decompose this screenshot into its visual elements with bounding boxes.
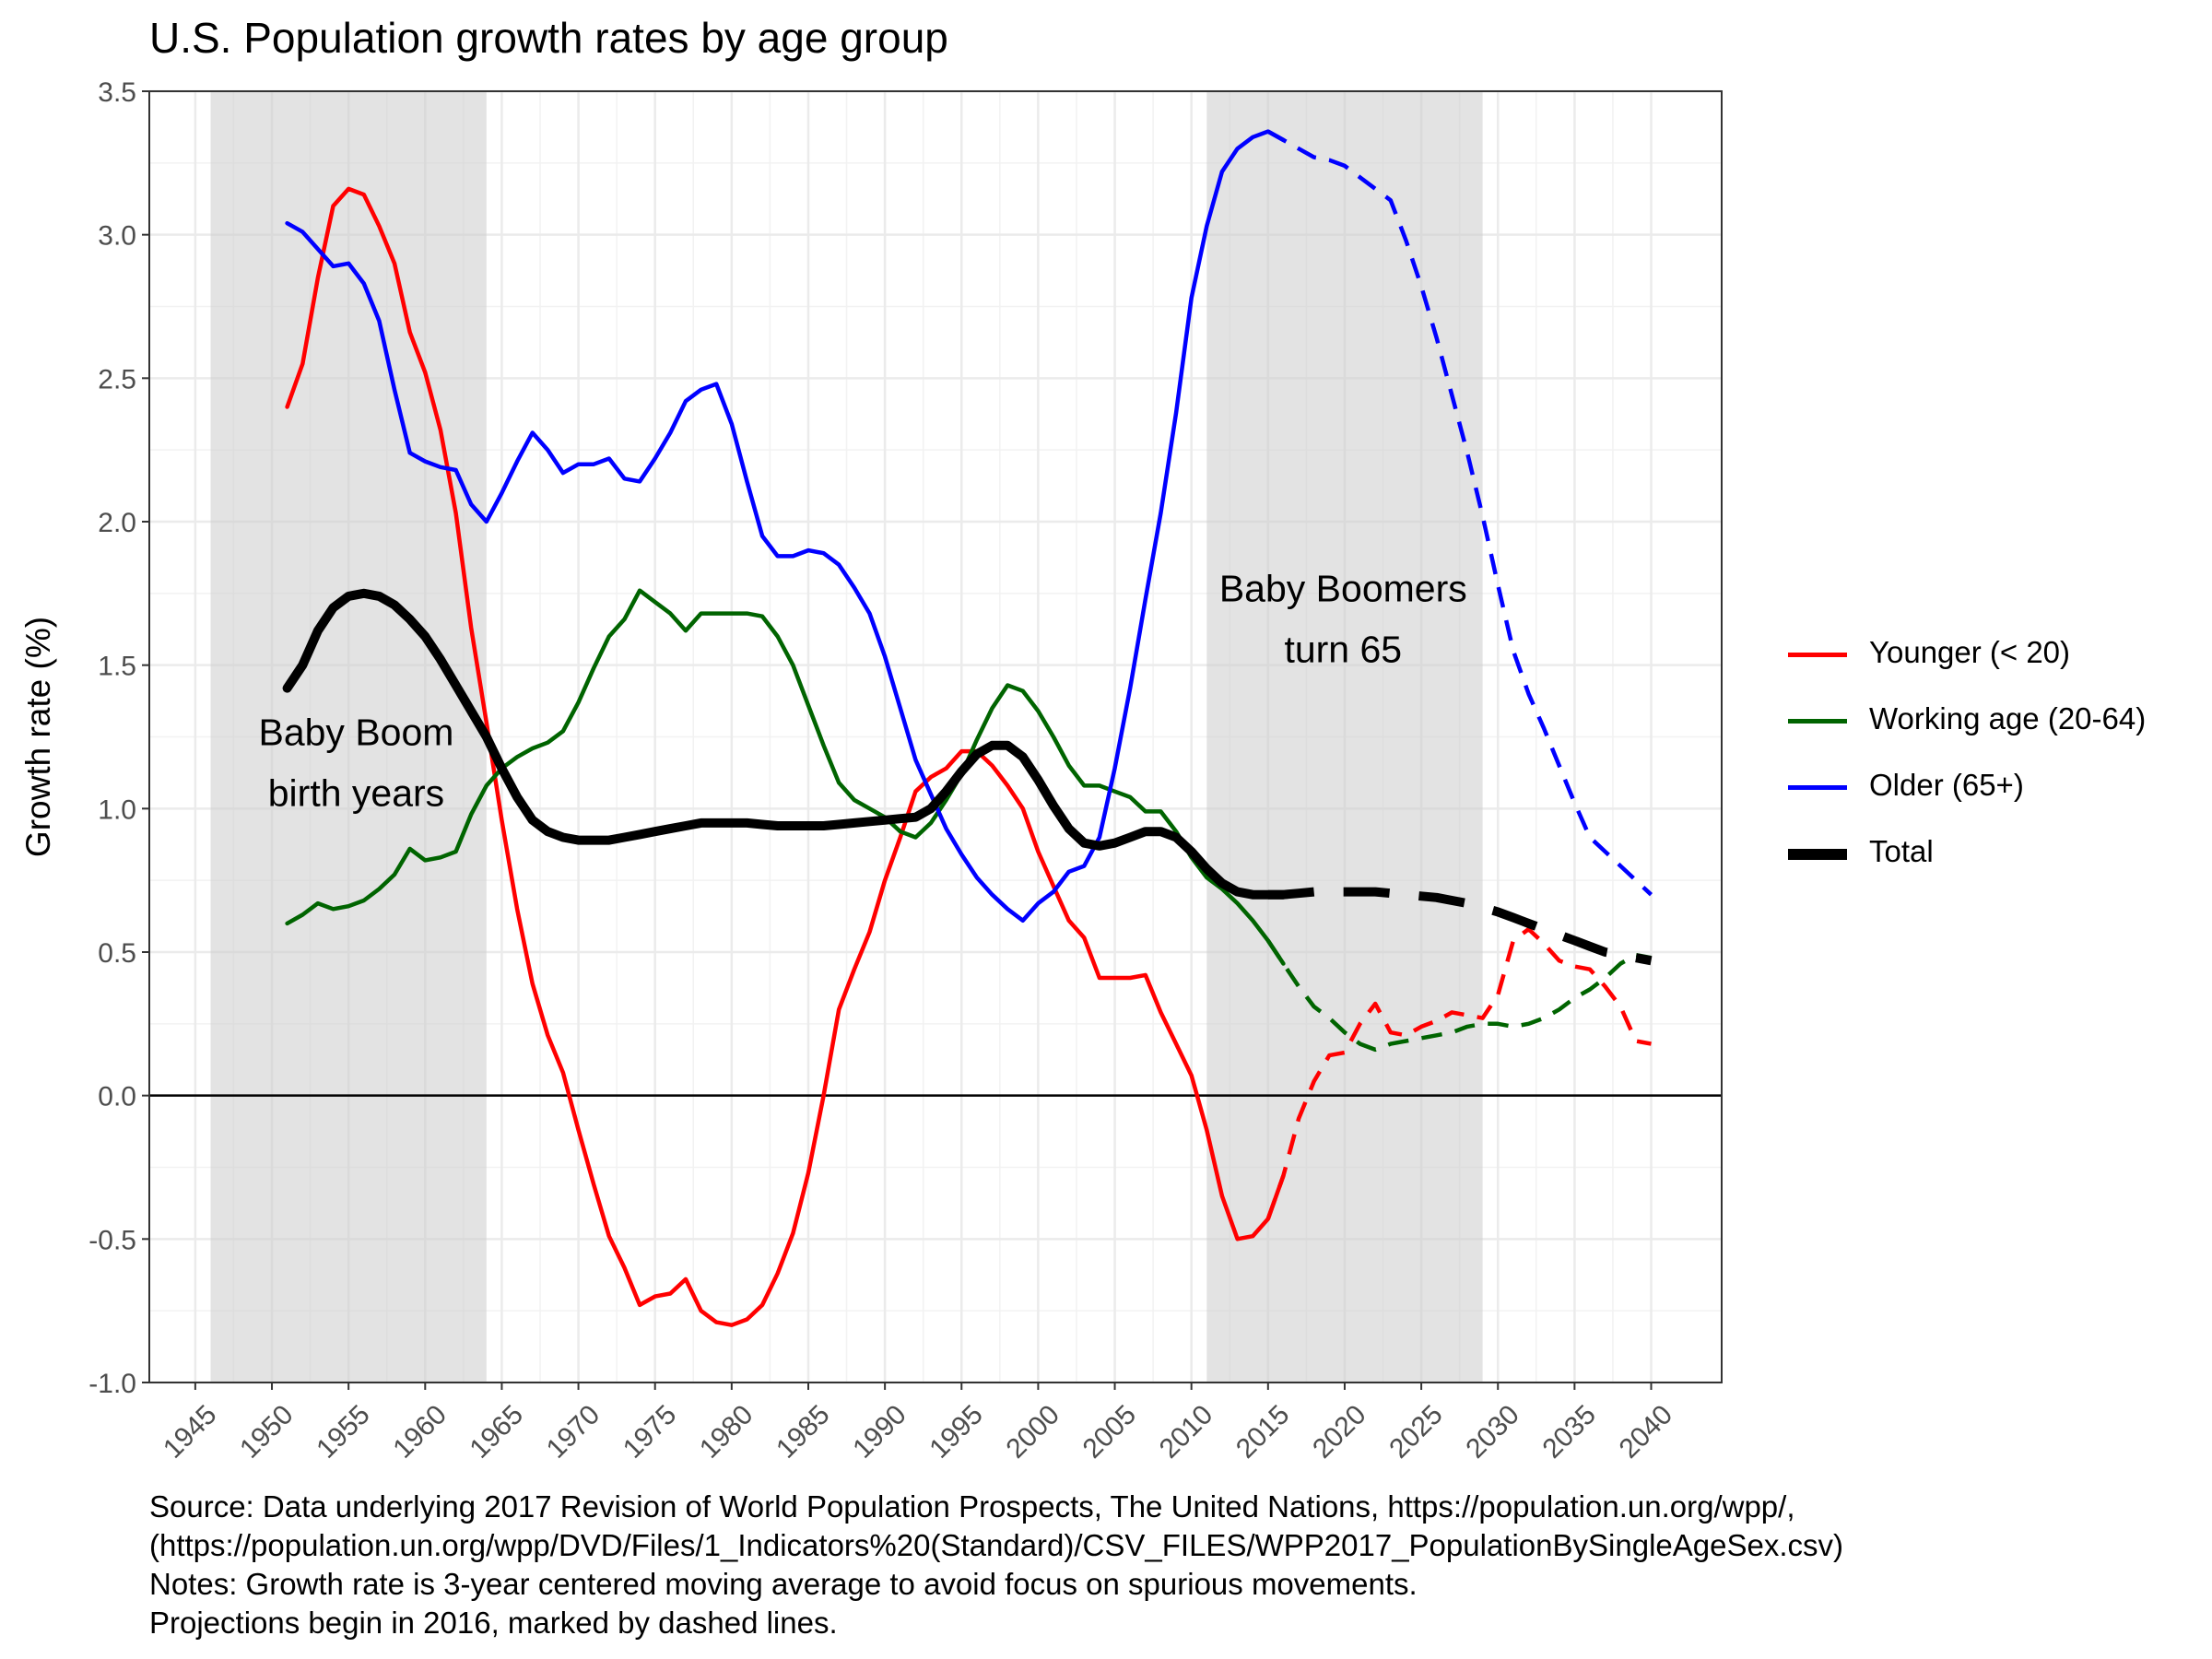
shaded-period-label-1: turn 65 <box>1284 629 1402 671</box>
y-axis-title: Growth rate (%) <box>19 617 57 857</box>
legend-label-working-age: Working age (20-64) <box>1869 701 2147 735</box>
x-tick-label: 2030 <box>1460 1399 1525 1465</box>
y-tick-label: 2.5 <box>98 364 136 394</box>
x-tick-label: 2020 <box>1307 1399 1372 1465</box>
x-tick-label: 1985 <box>771 1399 836 1465</box>
x-tick-label: 1980 <box>694 1399 759 1465</box>
y-tick-label: 2.0 <box>98 508 136 538</box>
x-tick-label: 2010 <box>1154 1399 1219 1465</box>
legend-label-younger: Younger (< 20) <box>1869 635 2071 669</box>
series-projection-3 <box>1267 887 1653 966</box>
x-tick-label: 2025 <box>1383 1399 1449 1465</box>
shaded-period-label-1: Baby Boomers <box>1219 568 1467 610</box>
y-tick-label: -0.5 <box>88 1225 136 1255</box>
x-tick-label: 1950 <box>234 1399 300 1465</box>
y-tick-label: 1.5 <box>98 652 136 682</box>
x-tick-label: 2040 <box>1614 1399 1679 1465</box>
legend-key-working-age <box>1788 719 1847 724</box>
caption-notes: Notes: Growth rate is 3-year centered mo… <box>149 1567 1418 1601</box>
series-line-0 <box>285 186 1286 1327</box>
legend-key-younger <box>1788 653 1847 657</box>
x-tick-label: 1960 <box>387 1399 453 1465</box>
y-tick-label: -1.0 <box>88 1369 136 1399</box>
y-tick-label: 0.0 <box>98 1082 136 1112</box>
x-tick-label: 2000 <box>1001 1399 1066 1465</box>
x-tick-label: 1955 <box>311 1399 376 1465</box>
legend-label-total: Total <box>1869 834 1934 868</box>
legend-key-total <box>1788 849 1847 860</box>
series-projection-0 <box>1265 926 1652 1220</box>
y-tick-label: 0.5 <box>98 938 136 969</box>
plot-border <box>148 90 1723 1383</box>
caption-source-url: (https://population.un.org/wpp/DVD/Files… <box>149 1528 1843 1562</box>
x-tick-label: 1990 <box>847 1399 912 1465</box>
x-tick-label: 1970 <box>541 1399 606 1465</box>
series-projection-1 <box>1265 939 1652 1053</box>
series-line-1 <box>285 588 1286 966</box>
caption: Source: Data underlying 2017 Revision of… <box>149 1488 1843 1642</box>
shaded-period-1 <box>1206 91 1483 1382</box>
x-tick-label: 1995 <box>924 1399 989 1465</box>
series-projection-2 <box>1266 129 1653 897</box>
series-line-3 <box>282 588 1288 900</box>
caption-projections: Projections begin in 2016, marked by das… <box>149 1606 838 1640</box>
series-line-2 <box>285 129 1286 924</box>
y-tick-label: 3.5 <box>98 77 136 108</box>
y-tick-label: 3.0 <box>98 221 136 252</box>
chart-title: U.S. Population growth rates by age grou… <box>149 14 948 62</box>
x-tick-label: 1945 <box>158 1399 223 1465</box>
shaded-period-label-0: Baby Boom <box>258 711 453 753</box>
x-tick-label: 1975 <box>618 1399 683 1465</box>
shaded-period-label-0: birth years <box>268 771 444 814</box>
y-tick-label: 1.0 <box>98 794 136 825</box>
x-tick-label: 2035 <box>1536 1399 1602 1465</box>
shaded-period-0 <box>210 91 487 1382</box>
legend-label-older: Older (65+) <box>1869 768 2024 802</box>
caption-source: Source: Data underlying 2017 Revision of… <box>149 1489 1795 1524</box>
legend-key-older <box>1788 785 1847 790</box>
x-tick-label: 2005 <box>1077 1399 1143 1465</box>
x-tick-label: 1965 <box>465 1399 530 1465</box>
x-tick-label: 2015 <box>1230 1399 1296 1465</box>
